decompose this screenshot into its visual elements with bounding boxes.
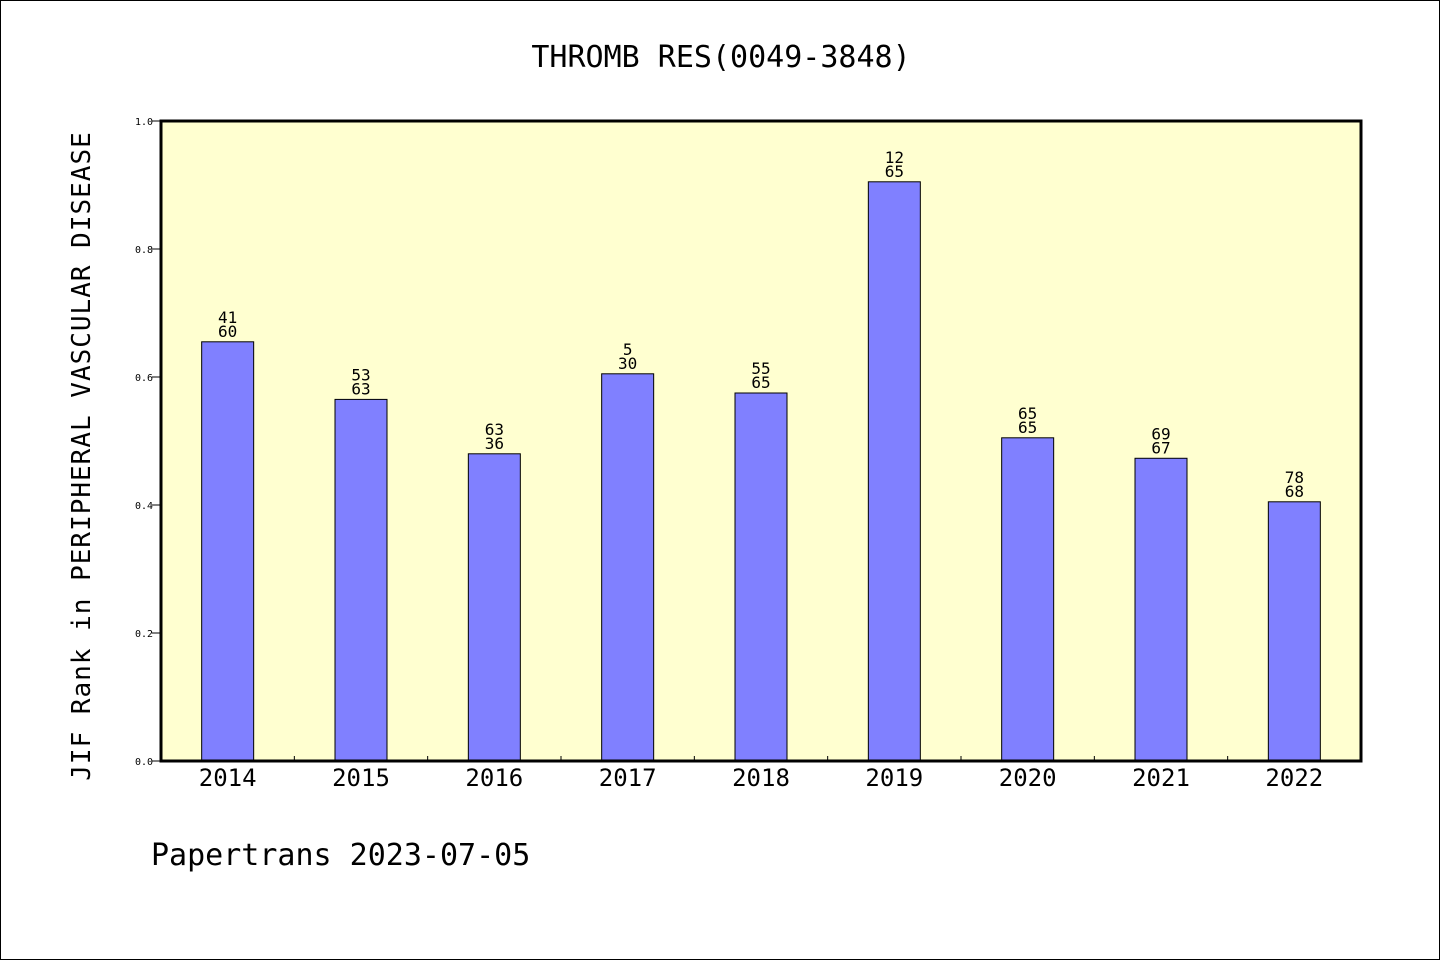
y-axis: 0.0 0.2 0.4 0.6 0.8 1.0 bbox=[135, 117, 161, 768]
data-label-total-2014: 60 bbox=[218, 322, 237, 341]
bar-2016 bbox=[467, 453, 521, 762]
plot-frame bbox=[159, 119, 1363, 763]
chart-title: THROMB RES(0049-3848) bbox=[531, 40, 910, 75]
x-tick-label-2020: 2020 bbox=[999, 764, 1057, 792]
data-label-total-2020: 65 bbox=[1018, 418, 1037, 437]
y-tick-label-1.0: 1.0 bbox=[135, 117, 153, 128]
x-tick-label-2022: 2022 bbox=[1265, 764, 1323, 792]
bar-2019 bbox=[867, 181, 921, 762]
x-tick-label-2016: 2016 bbox=[465, 764, 523, 792]
bar-2015 bbox=[334, 398, 388, 762]
x-tick-label-2017: 2017 bbox=[599, 764, 657, 792]
data-label-rank-2018: 55 bbox=[751, 359, 770, 378]
bar-2018 bbox=[734, 392, 788, 762]
bar-2020 bbox=[1001, 437, 1055, 762]
data-label-rank-2021: 69 bbox=[1151, 424, 1170, 443]
data-label-total-2015: 63 bbox=[351, 379, 370, 398]
x-tick-label-2021: 2021 bbox=[1132, 764, 1190, 792]
bar-2014 bbox=[201, 341, 255, 762]
x-axis: 2014 2015 2016 2017 2018 2019 2020 2021 2022 bbox=[199, 756, 1323, 792]
x-tick-label-2019: 2019 bbox=[865, 764, 923, 792]
y-tick-label-0.6: 0.6 bbox=[135, 373, 153, 384]
bar-2021 bbox=[1134, 457, 1188, 762]
data-label-rank-2014: 41 bbox=[218, 308, 237, 327]
y-tick-label-0.2: 0.2 bbox=[135, 629, 153, 640]
data-label-rank-2019: 12 bbox=[885, 148, 904, 167]
data-label-rank-2015: 53 bbox=[351, 365, 370, 384]
bar-2022 bbox=[1267, 501, 1321, 762]
data-label-total-2018: 65 bbox=[751, 373, 770, 392]
bars-layer bbox=[201, 181, 1321, 762]
data-label-rank-2020: 65 bbox=[1018, 404, 1037, 423]
data-label-rank-2017: 5 bbox=[623, 340, 633, 359]
data-label-total-2021: 67 bbox=[1151, 438, 1170, 457]
footer-watermark: Papertrans 2023-07-05 bbox=[151, 838, 530, 873]
x-tick-label-2015: 2015 bbox=[332, 764, 390, 792]
data-label-rank-2022: 78 bbox=[1285, 468, 1304, 487]
y-axis-label: JIF Rank in PERIPHERAL VASCULAR DISEASE bbox=[67, 131, 97, 780]
data-label-total-2017: 30 bbox=[618, 354, 637, 373]
data-label-rank-2016: 63 bbox=[485, 420, 504, 439]
y-tick-label-0.0: 0.0 bbox=[135, 757, 153, 768]
y-tick-label-0.8: 0.8 bbox=[135, 245, 153, 256]
data-label-total-2022: 68 bbox=[1285, 482, 1304, 501]
data-label-total-2019: 65 bbox=[885, 162, 904, 181]
x-tick-label-2014: 2014 bbox=[199, 764, 257, 792]
data-label-total-2016: 36 bbox=[485, 434, 504, 453]
x-tick-label-2018: 2018 bbox=[732, 764, 790, 792]
y-tick-label-0.4: 0.4 bbox=[135, 501, 153, 512]
bar-2017 bbox=[601, 373, 655, 762]
